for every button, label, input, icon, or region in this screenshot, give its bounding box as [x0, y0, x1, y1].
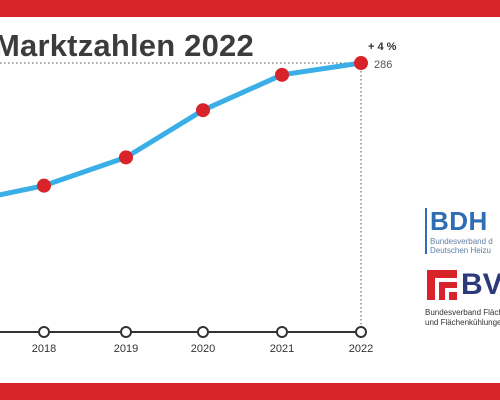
- bvf-logo-mark-icon: [427, 270, 457, 300]
- x-axis-tick-2018: [38, 326, 50, 338]
- data-point-2019: [119, 150, 133, 165]
- x-tick-label-2018: 2018: [32, 343, 56, 355]
- bdh-logo-name: BDH: [430, 206, 488, 236]
- bdh-logo-border: [425, 208, 427, 254]
- bdh-logo-line1: Bundesverband d: [430, 237, 493, 246]
- change-label: + 4 %: [368, 41, 397, 53]
- bdh-logo-line2: Deutschen Heizu: [430, 246, 491, 255]
- bvf-logo-line1: Bundesverband Fläch: [425, 308, 500, 317]
- data-point-2020: [196, 103, 210, 118]
- x-axis-tick-2021: [276, 326, 288, 338]
- x-tick-label-2022: 2022: [349, 343, 373, 355]
- chart-title: Marktzahlen 2022: [0, 28, 254, 63]
- series-line: [0, 60, 364, 198]
- data-point-2022: [354, 56, 368, 71]
- x-tick-label-2020: 2020: [191, 343, 215, 355]
- bvf-logo: BV Bundesverband Fläch und Flächenkühlun…: [425, 268, 500, 330]
- x-axis-tick-2020: [197, 326, 209, 338]
- data-point-2018: [37, 178, 51, 193]
- x-tick-label-2019: 2019: [114, 343, 138, 355]
- end-value-label: 286: [374, 59, 392, 71]
- x-axis-tick-2019: [120, 326, 132, 338]
- x-tick-label-2021: 2021: [270, 343, 294, 355]
- bottom-red-bar: [0, 383, 500, 400]
- bdh-logo: BDH Bundesverband d Deutschen Heizu: [425, 206, 500, 255]
- bvf-logo-line2: und Flächenkühlunge: [425, 318, 500, 327]
- data-point-2021: [275, 67, 289, 82]
- bvf-logo-name: BV: [461, 268, 500, 301]
- x-axis-tick-2022: [355, 326, 367, 338]
- top-red-bar: [0, 0, 500, 17]
